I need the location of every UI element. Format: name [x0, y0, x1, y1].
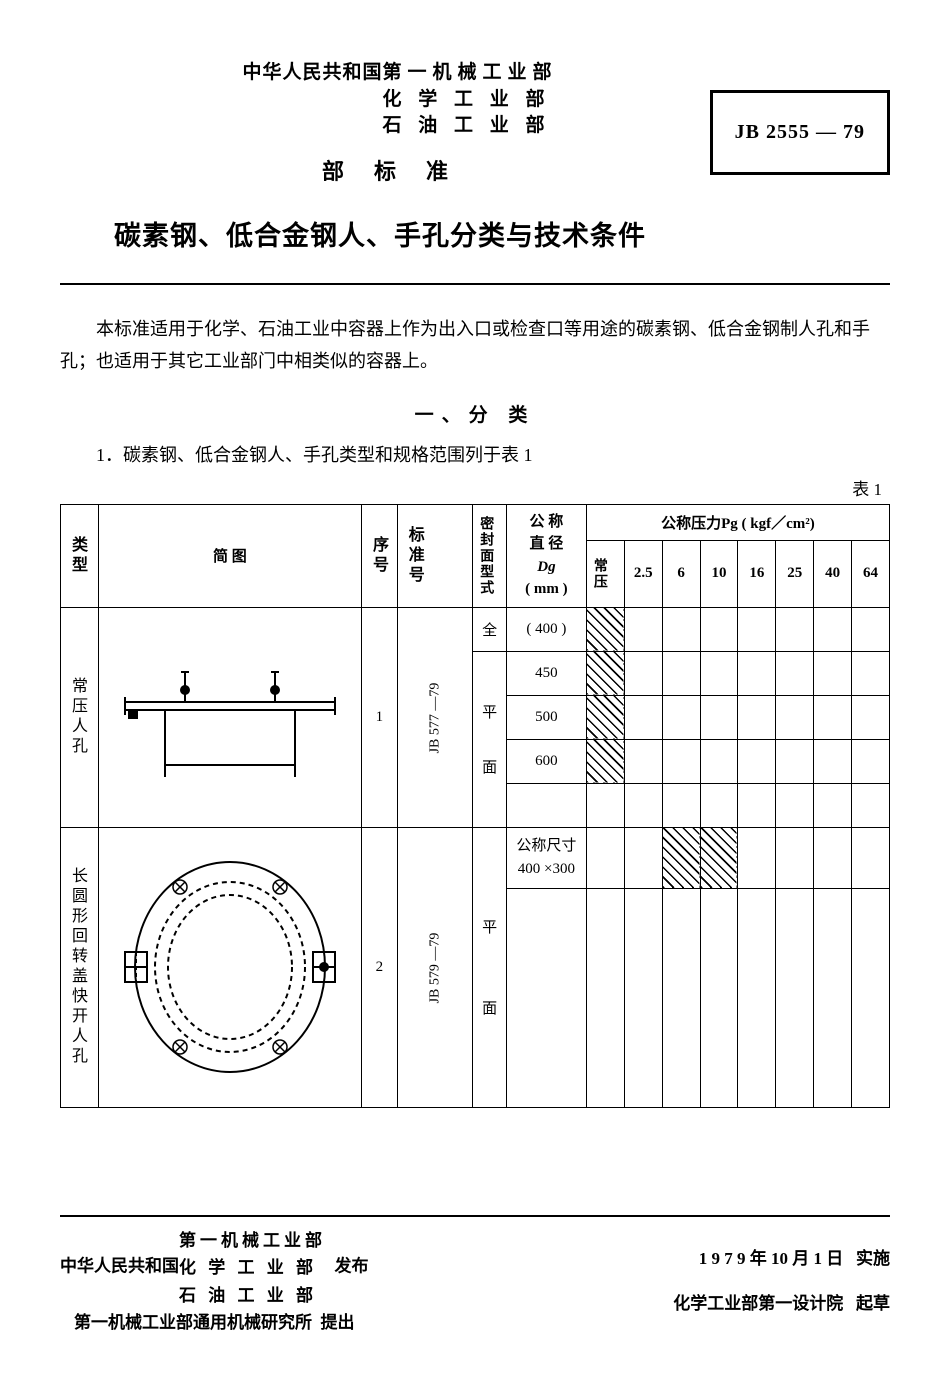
ministry-3: 石 油 工 业 部 [383, 113, 558, 140]
th-seal: 密封面型式 [473, 510, 497, 602]
divider-bottom [60, 1215, 890, 1217]
table-row-1: 常压人孔 [61, 607, 890, 651]
row1-dg-600: 600 [506, 739, 586, 783]
row1-dg-500: 500 [506, 695, 586, 739]
row1-atm-hatch-4 [586, 739, 624, 783]
row2-diagram [98, 827, 361, 1107]
row2-dg-empty [506, 888, 586, 1107]
th-pg: 公称压力Pg ( kgf／cm²) [586, 504, 889, 540]
footer-org-research: 第一机械工业部通用机械研究所 [74, 1313, 312, 1332]
classification-table: 类型 简 图 序号 标准号 密封面型式 公 称 直 径 Dg ( mm ) 公称… [60, 504, 890, 1108]
row1-atm-hatch-2 [586, 651, 624, 695]
manhole-side-icon [115, 642, 345, 792]
row1-type: 常压人孔 [61, 669, 93, 765]
footer-org-design: 化学工业部第一设计院 [673, 1294, 843, 1313]
row1-atm-hatch-1 [586, 607, 624, 651]
th-dg: 公 称 直 径 Dg ( mm ) [506, 504, 586, 607]
document-header: 中华人民共和国 第一机械工业部 化 学 工 业 部 石 油 工 业 部 部标准 … [60, 60, 890, 253]
document-footer: 中华人民共和国 第一机械工业部 化 学 工 业 部 石 油 工 业 部 发布 第… [60, 1215, 890, 1336]
row1-dg-450: 450 [506, 651, 586, 695]
divider-top [60, 283, 890, 285]
intro-paragraph: 本标准适用于化学、石油工业中容器上作为出入口或检查口等用途的碳素钢、低合金钢制人… [60, 313, 890, 378]
th-p-40: 40 [814, 540, 852, 607]
issuer-ministry-stack: 第一机械工业部 化 学 工 业 部 石 油 工 业 部 [383, 60, 558, 140]
row2-p10-hatch [700, 827, 738, 888]
footer-action-propose: 提出 [321, 1313, 355, 1332]
row1-atm-hatch-3 [586, 695, 624, 739]
row1-seq: 1 [361, 607, 397, 827]
issuer-prefix: 中华人民共和国 [242, 60, 382, 87]
row1-dg-400: ( 400 ) [506, 607, 586, 651]
row1-std: JB 577 —79 [397, 607, 473, 827]
row2-seal: 平 面 [473, 827, 507, 1107]
row2-type: 长圆形回转盖快开人孔 [61, 859, 93, 1075]
footer-action-impl: 实施 [856, 1249, 890, 1268]
th-p-6: 6 [662, 540, 700, 607]
row1-seal-top: 全 [473, 607, 507, 651]
row1-diagram [98, 607, 361, 827]
table-row-2: 长圆形回转盖快开人孔 [61, 827, 890, 888]
footer-left: 中华人民共和国 第一机械工业部 化 学 工 业 部 石 油 工 业 部 发布 第… [60, 1227, 369, 1336]
row1-dg-empty [506, 783, 586, 827]
th-p-25: 25 [776, 540, 814, 607]
row2-seq: 2 [361, 827, 397, 1107]
footer-right: 1 9 7 9 年 10 月 1 日 实施 化学工业部第一设计院 起草 [673, 1227, 890, 1336]
document-title: 碳素钢、低合金钢人、手孔分类与技术条件 [80, 214, 680, 253]
ministry-1: 第一机械工业部 [383, 60, 558, 87]
th-p-atm: 常压 [587, 552, 611, 596]
th-p-2p5: 2.5 [624, 540, 662, 607]
th-seq: 序号 [362, 528, 394, 584]
footer-prefix: 中华人民共和国 [60, 1257, 179, 1276]
table-header: 类型 简 图 序号 标准号 密封面型式 公 称 直 径 Dg ( mm ) 公称… [61, 504, 890, 607]
footer-action-draft: 起草 [856, 1294, 890, 1313]
section-1-item-1: 1．碳素钢、低合金钢人、手孔类型和规格范围列于表 1 [60, 441, 890, 467]
issuer-block: 中华人民共和国 第一机械工业部 化 学 工 业 部 石 油 工 业 部 [140, 60, 660, 140]
row2-dg: 公称尺寸 400 ×300 [506, 827, 586, 888]
th-diagram: 简 图 [98, 504, 361, 607]
table-1-label: 表 1 [60, 475, 890, 500]
standard-code-box: JB 2555 — 79 [710, 90, 890, 175]
th-p-64: 64 [852, 540, 890, 607]
th-std: 标准号 [398, 518, 430, 594]
th-p-16: 16 [738, 540, 776, 607]
footer-action-publish: 发布 [335, 1257, 369, 1276]
ministry-2: 化 学 工 业 部 [383, 87, 558, 114]
th-p-10: 10 [700, 540, 738, 607]
oval-cover-icon [120, 847, 340, 1087]
row2-std: JB 579 —79 [397, 827, 473, 1107]
row2-p6-hatch [662, 827, 700, 888]
section-1-heading: 一、分 类 [60, 400, 890, 427]
footer-date: 1 9 7 9 年 10 月 1 日 [699, 1249, 844, 1268]
row1-seal-rest: 平 面 [473, 651, 507, 827]
th-type: 类型 [61, 528, 93, 584]
standard-type-label: 部标准 [140, 154, 660, 186]
